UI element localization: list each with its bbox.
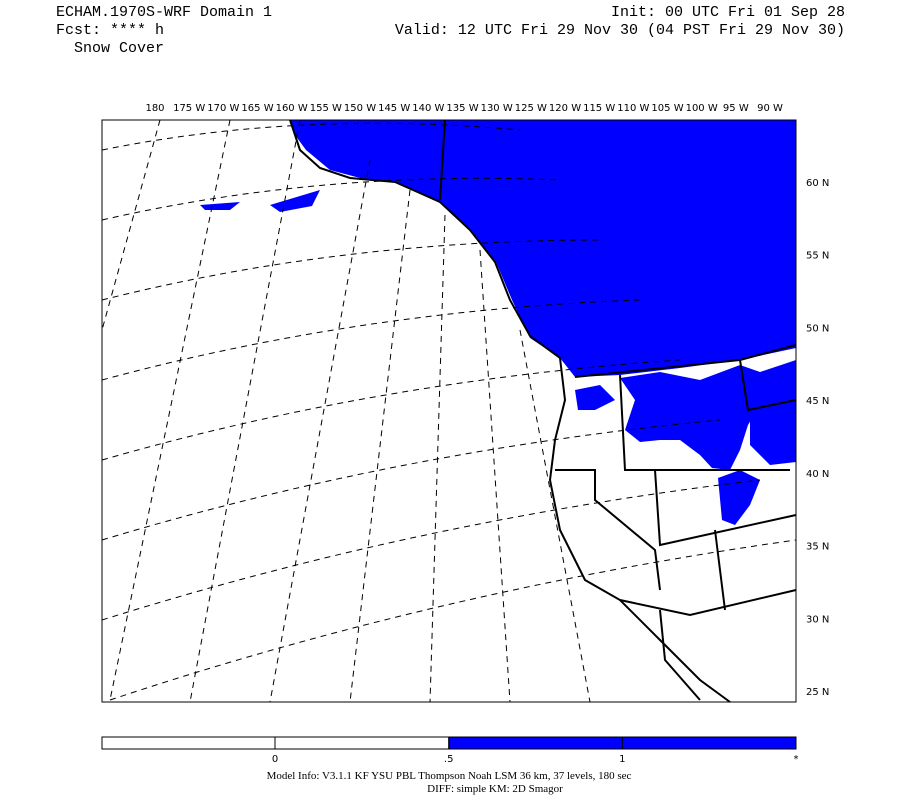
latitude-label: 45 N [806,396,829,407]
map-frame [101,119,797,703]
header-init: Init: 00 UTC Fri 01 Sep 28 [611,4,845,21]
longitude-label: 145 W [378,103,410,114]
snow-area [270,190,320,212]
footer-model-info: Model Info: V3.1.1 KF YSU PBL Thompson N… [267,770,632,782]
latitude-label: 50 N [806,323,829,334]
longitude-label: 180 [145,103,164,114]
coastlines [289,119,797,703]
snow-area [200,202,240,210]
footer-diff: DIFF: simple KM: 2D Smagor [427,783,563,795]
snow-area [620,360,796,470]
header-field: Snow Cover [74,40,164,57]
latitude-label: 30 N [806,614,829,625]
longitude-label: 140 W [412,103,444,114]
snow-area [575,385,615,410]
longitude-label: 115 W [583,103,615,114]
snow-area [290,120,796,377]
latitude-label: 55 N [806,251,829,262]
longitude-label: 175 W [173,103,205,114]
colorbar-label: 0 [272,754,278,765]
header-title: ECHAM.1970S-WRF Domain 1 [56,4,272,21]
latitude-label: 40 N [806,469,829,480]
colorbar-label: 1 [619,754,625,765]
longitude-label: 120 W [549,103,581,114]
longitude-label: 135 W [446,103,478,114]
longitude-label: 110 W [617,103,649,114]
longitude-label: 100 W [686,103,718,114]
longitude-label: 105 W [651,103,683,114]
map [101,119,797,703]
longitude-label: 165 W [241,103,273,114]
latitude-label: 25 N [806,687,829,698]
latitude-label: 60 N [806,178,829,189]
header-valid: Valid: 12 UTC Fri 29 Nov 30 (04 PST Fri … [395,22,845,39]
header-forecast: Fcst: **** h [56,22,164,39]
colorbar-label: * [794,754,799,765]
longitude-label: 150 W [344,103,376,114]
latitude-label: 35 N [806,542,829,553]
longitude-label: 95 W [723,103,749,114]
graticule [101,119,797,703]
longitude-label: 160 W [276,103,308,114]
longitude-label: 130 W [481,103,513,114]
snow-area [750,390,796,465]
longitude-label: 155 W [310,103,342,114]
longitude-label: 90 W [757,103,783,114]
colorbar-label: .5 [444,754,454,765]
longitude-label: 125 W [515,103,547,114]
longitude-label: 170 W [207,103,239,114]
